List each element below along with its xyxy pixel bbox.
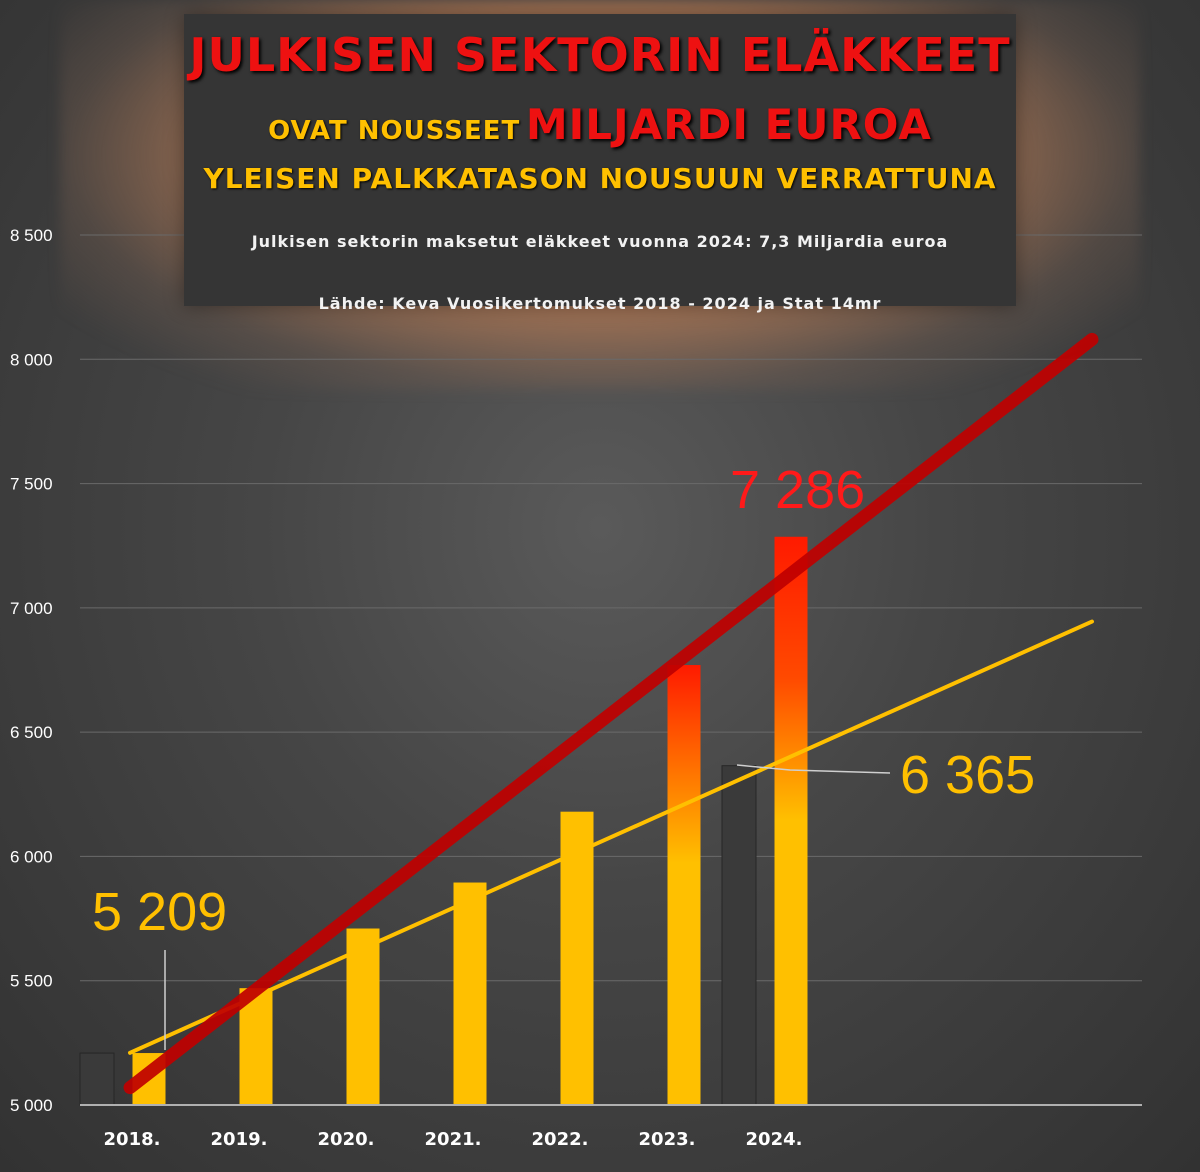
x-axis: 2018. 2019. 2020. 2021. 2022. 2023. 2024. xyxy=(80,1104,1142,1150)
title-line-1: JULKISEN SEKTORIN ELÄKKEET xyxy=(189,28,1011,82)
title-line-2-highlight: MILJARDI EUROA xyxy=(525,100,932,149)
data-labels: 5 209 7 286 6 365 xyxy=(92,460,1035,1050)
pension-bar xyxy=(239,988,273,1105)
y-tick-label: 7 500 xyxy=(10,475,53,494)
pension-bar xyxy=(667,665,701,1105)
subtitle: Julkisen sektorin maksetut eläkkeet vuon… xyxy=(251,232,949,251)
x-tick-label: 2022. xyxy=(532,1129,589,1150)
trendline-red xyxy=(123,332,1099,1095)
x-tick-label: 2024. xyxy=(746,1129,803,1150)
y-axis: 5 000 5 500 6 000 6 500 7 000 7 500 8 000 8 500 xyxy=(10,226,53,1115)
trendlines xyxy=(123,332,1099,1095)
x-tick-label: 2023. xyxy=(639,1129,696,1150)
x-tick-label: 2020. xyxy=(318,1129,375,1150)
wage-bar xyxy=(721,765,757,1106)
data-label-wage-2024: 6 365 xyxy=(900,745,1035,805)
x-tick-label: 2021. xyxy=(425,1129,482,1150)
wage-bar xyxy=(79,1052,115,1106)
source-note: Lähde: Keva Vuosikertomukset 2018 - 2024… xyxy=(318,294,882,313)
x-tick-label: 2018. xyxy=(104,1129,161,1150)
pension-bar xyxy=(346,928,380,1105)
y-tick-label: 5 000 xyxy=(10,1096,53,1115)
y-tick-label: 8 500 xyxy=(10,226,53,245)
x-tick-label: 2019. xyxy=(211,1129,268,1150)
y-tick-label: 7 000 xyxy=(10,599,53,618)
bars xyxy=(79,536,808,1106)
trendline-yellow xyxy=(128,619,1094,1055)
title-line-2: OVAT NOUSSEET MILJARDI EUROA xyxy=(184,100,1016,149)
title-line-3: YLEISEN PALKKATASON NOUSUUN VERRATTUNA xyxy=(203,162,997,195)
title-box: JULKISEN SEKTORIN ELÄKKEET OVAT NOUSSEET… xyxy=(184,14,1016,313)
y-tick-label: 8 000 xyxy=(10,350,53,369)
y-tick-label: 6 500 xyxy=(10,723,53,742)
title-line-2-prefix: OVAT NOUSSEET xyxy=(268,116,521,146)
leader-line xyxy=(736,764,891,774)
pension-bar xyxy=(560,811,594,1105)
gridlines xyxy=(80,234,1142,982)
pension-bar xyxy=(453,882,487,1105)
data-label-pension-2024: 7 286 xyxy=(730,460,865,520)
y-tick-label: 5 500 xyxy=(10,972,53,991)
pension-bar xyxy=(774,536,808,1105)
data-label-first: 5 209 xyxy=(92,882,227,942)
y-tick-label: 6 000 xyxy=(10,847,53,866)
